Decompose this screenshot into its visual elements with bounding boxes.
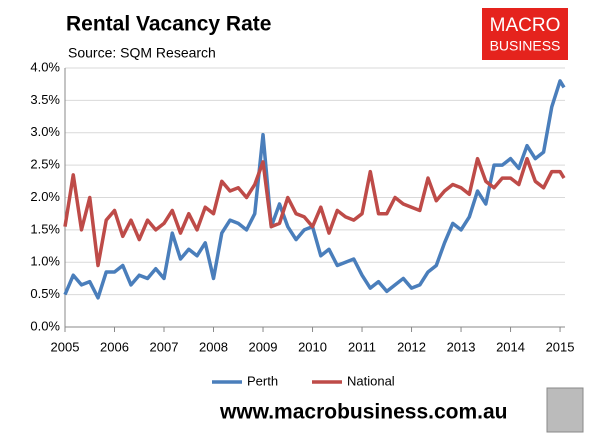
x-tick-label: 2007	[150, 339, 179, 354]
logo-text: MACRO	[490, 15, 561, 36]
y-tick-label: 3.5%	[30, 92, 60, 107]
x-tick-label: 2011	[348, 339, 376, 354]
logo-text: BUSINESS	[490, 38, 561, 54]
series-line	[63, 156, 566, 268]
y-tick-label: 2.0%	[30, 189, 60, 204]
legend-label: Perth	[247, 373, 278, 388]
x-tick-label: 2013	[447, 339, 476, 354]
x-tick-label: 2015	[546, 339, 575, 354]
x-tick-label: 2012	[397, 339, 426, 354]
x-tick-label: 2008	[199, 339, 228, 354]
y-tick-label: 0.0%	[30, 318, 60, 333]
series-line	[63, 79, 566, 300]
y-tick-label: 3.0%	[30, 124, 60, 139]
x-tick-label: 2010	[298, 339, 327, 354]
logo-image	[546, 387, 584, 433]
footer-url: www.macrobusiness.com.au	[219, 401, 507, 424]
legend-label: National	[347, 373, 395, 388]
y-tick-label: 1.0%	[30, 254, 60, 269]
y-tick-label: 4.0%	[30, 59, 60, 74]
y-tick-label: 1.5%	[30, 221, 60, 236]
x-tick-label: 2006	[100, 339, 129, 354]
logo-box	[482, 8, 568, 60]
x-tick-label: 2009	[249, 339, 278, 354]
x-tick-label: 2014	[496, 339, 525, 354]
x-tick-label: 2005	[51, 339, 80, 354]
y-tick-label: 0.5%	[30, 286, 60, 301]
chart-subtitle: Source: SQM Research	[68, 45, 216, 61]
y-tick-label: 2.5%	[30, 157, 60, 172]
chart-title: Rental Vacancy Rate	[66, 13, 271, 36]
